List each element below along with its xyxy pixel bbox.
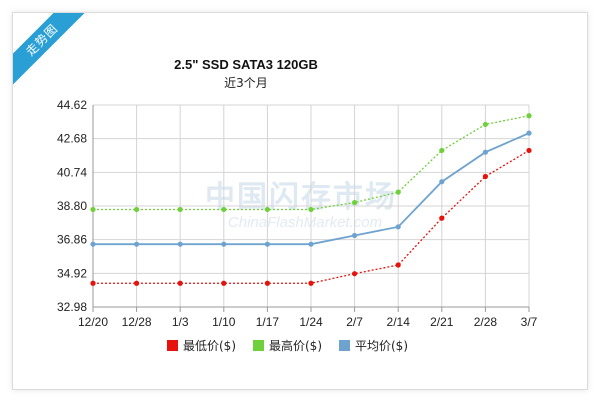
x-tick-label: 1/17 — [256, 315, 280, 329]
data-point — [90, 280, 96, 286]
data-point — [177, 206, 183, 213]
x-tick-label: 2/28 — [474, 315, 498, 329]
watermark-en: ChinaFlashMarket.com — [228, 214, 382, 231]
x-tick-label: 2/21 — [430, 315, 454, 329]
data-point — [526, 147, 532, 154]
data-point — [264, 241, 270, 247]
x-tick-label: 1/10 — [212, 315, 236, 329]
data-point — [526, 113, 532, 119]
data-point — [352, 271, 358, 277]
data-point — [439, 147, 445, 154]
data-point — [177, 280, 183, 286]
data-point — [90, 206, 96, 213]
legend-swatch — [253, 340, 264, 351]
y-tick-label: 34.92 — [57, 266, 87, 280]
data-point — [526, 130, 532, 136]
price-chart: 2.5" SSD SATA3 120GB 近3个月 中国闪存市场 ChinaFl… — [57, 57, 538, 353]
data-point — [439, 215, 445, 221]
data-point — [482, 173, 488, 180]
data-point — [395, 189, 401, 195]
data-point — [221, 206, 227, 213]
data-point — [221, 241, 227, 247]
watermark-cn: 中国闪存市场 — [205, 180, 397, 215]
legend-swatch — [167, 340, 178, 351]
data-point — [395, 262, 401, 268]
y-tick-label: 40.74 — [57, 165, 87, 179]
y-tick-label: 38.80 — [57, 199, 87, 213]
data-point — [308, 280, 314, 286]
x-tick-label: 1/3 — [172, 315, 189, 329]
data-point — [482, 149, 488, 155]
data-point — [395, 224, 401, 230]
data-point — [264, 280, 270, 286]
x-tick-label: 12/28 — [122, 315, 152, 329]
data-point — [352, 199, 358, 206]
data-point — [439, 179, 445, 185]
data-point — [134, 241, 140, 247]
data-point — [134, 206, 140, 213]
legend-label: 最低价($) — [183, 339, 236, 353]
legend-label: 平均价($) — [355, 339, 408, 353]
y-tick-label: 44.62 — [57, 98, 87, 112]
data-point — [308, 206, 314, 213]
chart-title: 2.5" SSD SATA3 120GB — [174, 57, 318, 72]
data-point — [177, 241, 183, 247]
x-tick-label: 3/7 — [521, 315, 538, 329]
x-tick-label: 12/20 — [78, 315, 108, 329]
data-point — [221, 280, 227, 286]
data-point — [352, 232, 358, 239]
data-point — [308, 241, 314, 247]
legend-label: 最高价($) — [269, 338, 322, 353]
x-tick-label: 2/14 — [387, 315, 411, 329]
data-point — [90, 241, 96, 247]
legend-swatch — [339, 340, 350, 351]
x-tick-label: 1/24 — [299, 315, 323, 329]
data-point — [134, 280, 140, 286]
y-tick-label: 36.86 — [57, 233, 87, 247]
x-tick-label: 2/7 — [346, 315, 363, 329]
data-point — [264, 206, 270, 213]
chart-card: 走势图 2.5" SSD SATA3 120GB 近3个月 中国闪存市场 Chi… — [12, 12, 588, 390]
chart-subtitle: 近3个月 — [224, 76, 268, 90]
y-tick-label: 42.68 — [57, 132, 87, 146]
y-tick-label: 32.98 — [57, 300, 87, 314]
data-point — [482, 121, 488, 128]
